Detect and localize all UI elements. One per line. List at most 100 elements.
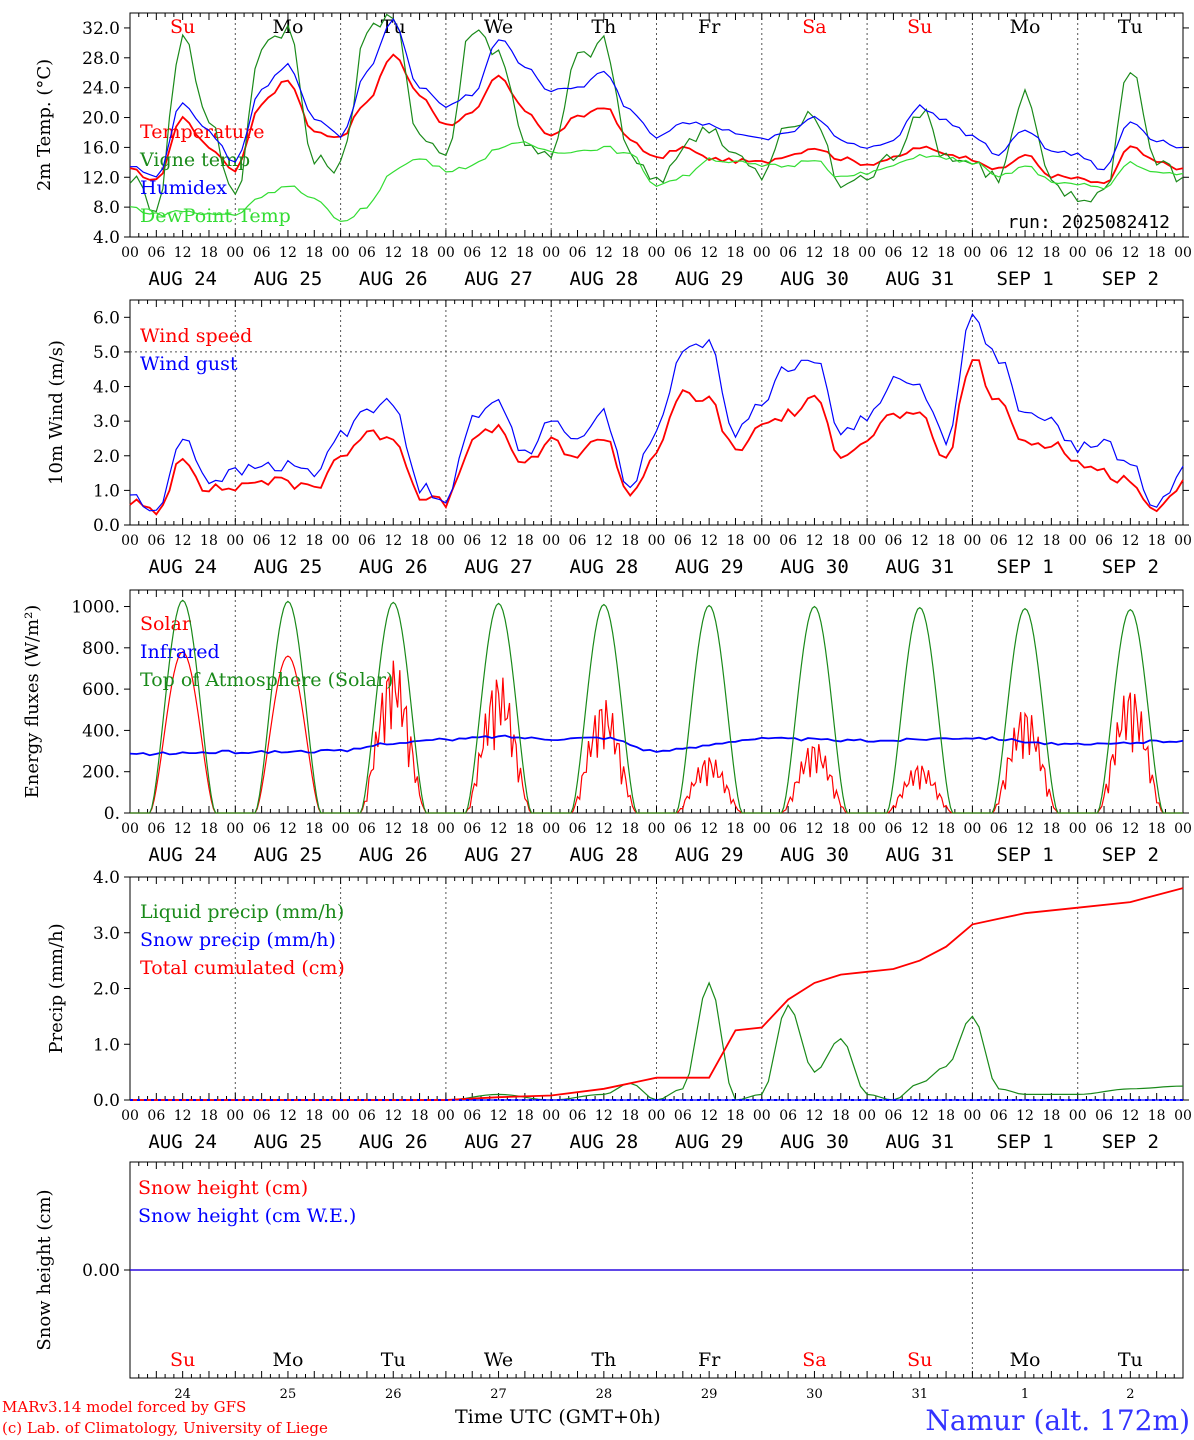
hour-label: 00 [858, 1108, 876, 1124]
weekday-label: Su [170, 16, 195, 38]
hour-label: 18 [1042, 533, 1060, 549]
y-tick-label: 1.0 [93, 481, 120, 501]
hour-label: 00 [226, 245, 244, 261]
hour-label: 18 [832, 533, 850, 549]
date-label: AUG 26 [359, 556, 428, 578]
y-tick-label: 32.0 [82, 19, 120, 39]
hour-label: 12 [911, 1108, 929, 1124]
hour-label: 00 [648, 821, 666, 837]
hour-label: 00 [858, 533, 876, 549]
series-line-temperature [129, 53, 1184, 185]
date-label: SEP 1 [996, 844, 1053, 866]
hour-label: 12 [595, 533, 613, 549]
series-line-top-of-atmosphere-solar- [130, 599, 1183, 814]
snow-height-panel: 0.00 Snow height (cm) Su Mo Tu We Th Fr Sa Su Mo Tu… [34, 1161, 1189, 1402]
hour-label: 06 [1095, 245, 1113, 261]
y-tick-label: 12.0 [82, 168, 120, 188]
hour-label: 06 [885, 245, 903, 261]
hour-label: 00 [542, 245, 560, 261]
hour-label: 06 [569, 533, 587, 549]
weekday-label: Su [907, 16, 932, 38]
date-label: AUG 27 [464, 556, 533, 578]
hour-label: 18 [937, 821, 955, 837]
weekday-label: Mo [1010, 16, 1041, 38]
date-label: AUG 24 [148, 1131, 217, 1153]
date-label: AUG 25 [254, 844, 323, 866]
legend-liquid-precip-mm-h-: Liquid precip (mm/h) [140, 901, 344, 923]
hour-label: 12 [490, 245, 508, 261]
y-tick-label: 800. [82, 639, 120, 659]
hour-label: 12 [700, 821, 718, 837]
weekday-label: Sa [802, 1349, 826, 1371]
date-label: AUG 30 [780, 556, 849, 578]
y-axis-label: Energy fluxes (W/m²) [22, 605, 43, 799]
date-label: AUG 24 [148, 556, 217, 578]
hour-label: 06 [674, 245, 692, 261]
y-tick-label: 600. [82, 680, 120, 700]
date-label: SEP 2 [1102, 556, 1159, 578]
hour-label: 00 [1174, 1108, 1192, 1124]
hour-label: 18 [200, 1108, 218, 1124]
hour-label: 12 [490, 1108, 508, 1124]
hour-label: 06 [779, 821, 797, 837]
y-tick-label: 28.0 [82, 49, 120, 69]
legend-snow-height-cm-w-e-: Snow height (cm W.E.) [138, 1205, 356, 1227]
date-label: SEP 1 [996, 1131, 1053, 1153]
hour-label: 12 [911, 245, 929, 261]
hour-label: 06 [779, 533, 797, 549]
hour-label: 06 [147, 245, 165, 261]
wind-panel: 0.0 1.0 2.0 3.0 4.0 5.0 6.0 10m Wind (m/s) 00 06 1… [46, 299, 1192, 578]
date-label: AUG 29 [675, 268, 744, 290]
y-tick-label: 20.0 [82, 109, 120, 129]
date-label: SEP 1 [996, 268, 1053, 290]
temperature-panel: 4.0 8.0 12.0 16.0 20.0 24.0 28.0 32.0 2m Temp. (… [34, 12, 1192, 290]
date-label: AUG 27 [464, 268, 533, 290]
hour-label: 18 [1148, 821, 1166, 837]
hour-label: 06 [463, 1108, 481, 1124]
date-label: AUG 24 [148, 268, 217, 290]
day-number-label: 30 [806, 1387, 823, 1402]
day-number-label: 31 [911, 1387, 928, 1402]
hour-label: 12 [384, 1108, 402, 1124]
legend-vigne-temp: Vigne temp [139, 149, 250, 171]
hour-label: 18 [727, 533, 745, 549]
hour-label: 06 [569, 245, 587, 261]
hour-label: 12 [1121, 1108, 1139, 1124]
hour-label: 12 [384, 821, 402, 837]
y-tick-label: 8.0 [93, 198, 120, 218]
day-number-label: 26 [385, 1387, 402, 1402]
date-label: AUG 26 [359, 1131, 428, 1153]
energy-flux-panel: 0. 200. 400. 600. 800. 1000. Energy fluxes (W/… [22, 589, 1192, 866]
hour-label: 06 [885, 533, 903, 549]
hour-label: 00 [226, 533, 244, 549]
weekday-label: Fr [698, 1349, 721, 1371]
y-tick-label: 1000. [71, 598, 120, 618]
date-label: AUG 25 [254, 1131, 323, 1153]
date-label: AUG 25 [254, 556, 323, 578]
hour-label: 00 [437, 245, 455, 261]
hour-label: 00 [648, 245, 666, 261]
hour-label: 06 [358, 245, 376, 261]
legend-solar: Solar [140, 613, 192, 635]
weekday-label: Su [170, 1349, 195, 1371]
date-label: SEP 2 [1102, 844, 1159, 866]
y-tick-label: 1.0 [93, 1035, 120, 1055]
hour-label: 06 [147, 821, 165, 837]
date-label: AUG 29 [675, 556, 744, 578]
hour-label: 18 [937, 245, 955, 261]
hour-label: 12 [1121, 821, 1139, 837]
hour-label: 06 [358, 821, 376, 837]
hour-label: 00 [121, 1108, 139, 1124]
hour-label: 12 [700, 1108, 718, 1124]
hour-label: 00 [1174, 245, 1192, 261]
weekday-label: Tu [1118, 1349, 1143, 1371]
station-label: Namur (alt. 172m) [925, 1404, 1190, 1437]
hour-label: 06 [885, 1108, 903, 1124]
hour-label: 18 [832, 245, 850, 261]
hour-label: 12 [1016, 821, 1034, 837]
date-label: AUG 27 [464, 1131, 533, 1153]
hour-label: 06 [1095, 1108, 1113, 1124]
hour-label: 06 [463, 245, 481, 261]
series-line-humidex [129, 17, 1184, 178]
date-label: AUG 30 [780, 1131, 849, 1153]
